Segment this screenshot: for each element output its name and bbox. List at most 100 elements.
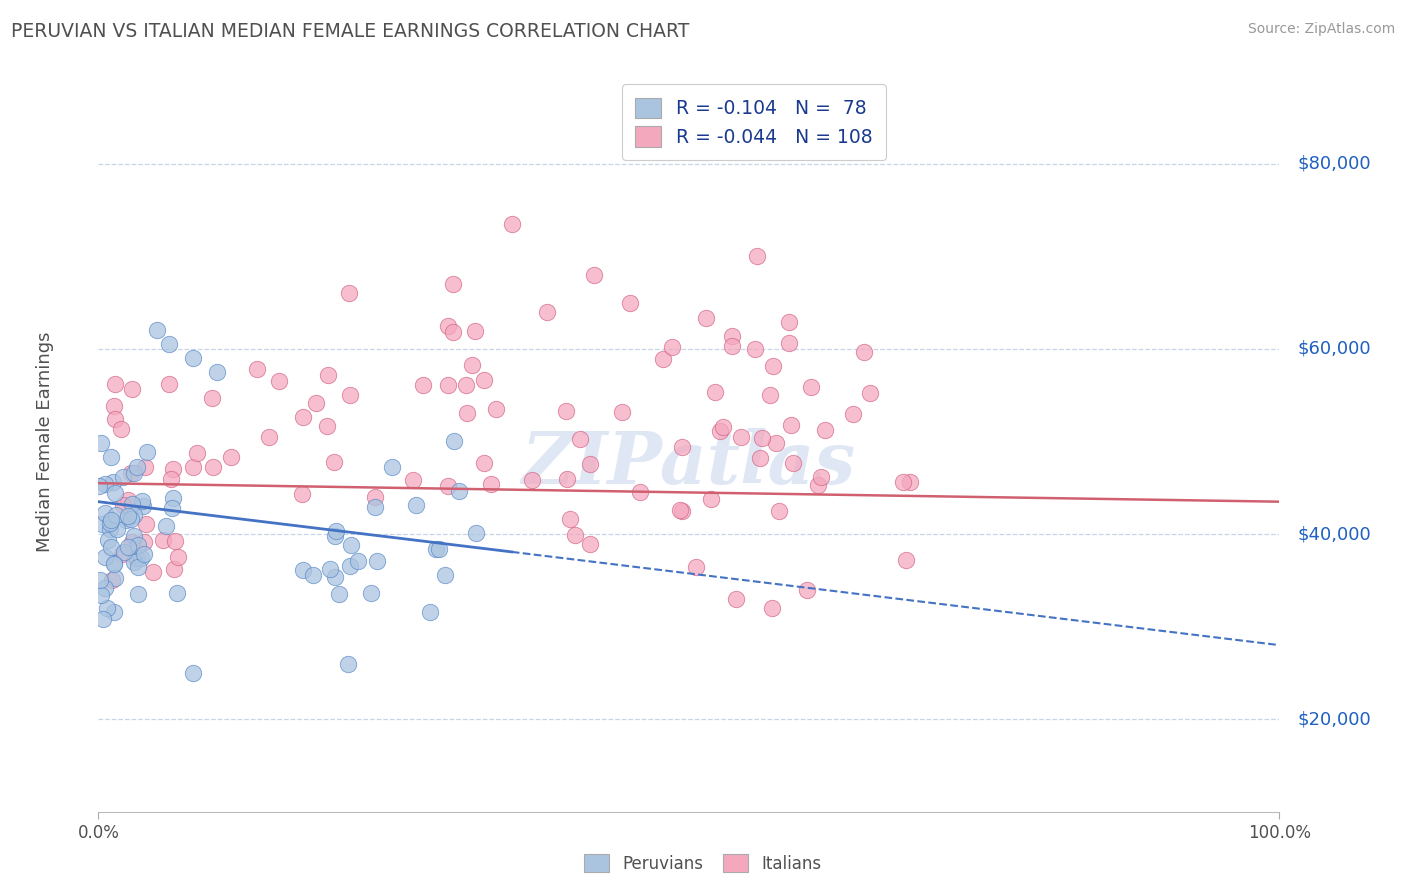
Point xyxy=(115,513,138,527)
Point xyxy=(340,538,363,552)
Point xyxy=(165,534,187,549)
Point xyxy=(363,500,385,515)
Text: $20,000: $20,000 xyxy=(1298,710,1371,728)
Point xyxy=(800,380,823,394)
Point xyxy=(748,451,770,466)
Point xyxy=(325,524,347,539)
Point xyxy=(292,563,315,577)
Point xyxy=(105,523,128,537)
Point xyxy=(132,534,155,549)
Point xyxy=(122,529,145,543)
Point xyxy=(159,376,181,391)
Point xyxy=(725,591,748,606)
Point xyxy=(89,573,111,587)
Point xyxy=(583,268,606,282)
Point xyxy=(104,508,127,523)
Point xyxy=(328,586,350,600)
Point xyxy=(100,540,122,554)
Point xyxy=(100,513,122,527)
Point xyxy=(434,568,457,582)
Point xyxy=(162,462,184,476)
Point xyxy=(474,456,496,470)
Point xyxy=(246,362,269,376)
Point xyxy=(744,342,766,356)
Text: Source: ZipAtlas.com: Source: ZipAtlas.com xyxy=(1247,22,1395,37)
Point xyxy=(90,516,112,531)
Point xyxy=(894,553,917,567)
Point xyxy=(337,285,360,300)
Point xyxy=(121,382,143,396)
Point xyxy=(807,477,830,491)
Point xyxy=(704,385,727,400)
Point xyxy=(441,325,464,339)
Point xyxy=(652,352,675,367)
Point xyxy=(89,479,111,493)
Point xyxy=(402,473,425,487)
Point xyxy=(127,587,149,601)
Point xyxy=(101,475,124,490)
Point xyxy=(125,550,148,565)
Text: PERUVIAN VS ITALIAN MEDIAN FEMALE EARNINGS CORRELATION CHART: PERUVIAN VS ITALIAN MEDIAN FEMALE EARNIN… xyxy=(11,22,689,41)
Point xyxy=(610,405,633,419)
Point xyxy=(461,358,484,372)
Point xyxy=(98,516,121,531)
Point xyxy=(464,324,486,338)
Point xyxy=(568,432,591,446)
Point xyxy=(120,512,142,526)
Point xyxy=(111,548,134,562)
Point xyxy=(93,549,115,564)
Point xyxy=(152,533,174,548)
Point xyxy=(661,340,683,354)
Point xyxy=(205,365,228,379)
Point xyxy=(292,410,315,425)
Point xyxy=(554,404,576,418)
Point xyxy=(759,388,782,402)
Point xyxy=(125,551,148,566)
Point xyxy=(134,459,156,474)
Point xyxy=(721,339,744,353)
Point xyxy=(129,550,152,565)
Point xyxy=(778,335,800,350)
Point xyxy=(695,310,717,325)
Point xyxy=(134,547,156,561)
Point xyxy=(842,407,865,421)
Point xyxy=(685,560,707,574)
Point xyxy=(91,612,114,626)
Point xyxy=(267,375,290,389)
Point xyxy=(257,430,280,444)
Point xyxy=(166,550,188,565)
Point xyxy=(405,499,427,513)
Point xyxy=(127,538,149,552)
Point xyxy=(166,586,188,600)
Point xyxy=(315,418,337,433)
Point xyxy=(146,324,169,338)
Point xyxy=(810,470,832,484)
Point xyxy=(103,399,125,413)
Point xyxy=(579,457,602,471)
Point xyxy=(114,544,136,558)
Point xyxy=(778,315,800,329)
Point xyxy=(323,570,346,584)
Point xyxy=(437,378,460,392)
Point xyxy=(181,351,204,366)
Point xyxy=(336,657,359,671)
Point xyxy=(136,444,159,458)
Point xyxy=(360,586,382,600)
Point xyxy=(100,450,122,465)
Point xyxy=(162,491,184,505)
Point xyxy=(110,422,132,436)
Point xyxy=(761,601,783,615)
Point xyxy=(782,456,804,470)
Point xyxy=(419,606,441,620)
Point xyxy=(441,277,464,292)
Point xyxy=(94,581,117,595)
Point xyxy=(671,503,693,517)
Point xyxy=(711,420,734,434)
Point xyxy=(104,412,127,426)
Point xyxy=(669,503,692,517)
Point xyxy=(412,377,434,392)
Point xyxy=(796,582,818,597)
Point xyxy=(142,565,165,579)
Point xyxy=(122,467,145,481)
Point xyxy=(339,559,361,574)
